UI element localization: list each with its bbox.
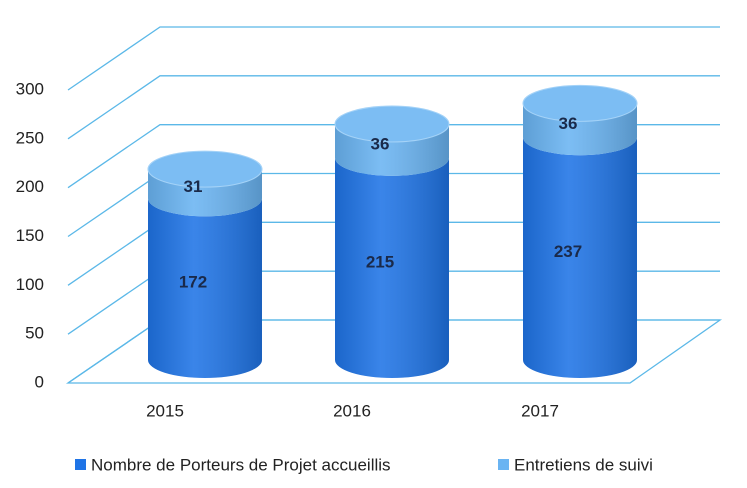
bar-cap <box>147 150 263 188</box>
bar-shade <box>523 137 637 378</box>
grid-line <box>67 26 720 91</box>
value-label: 172 <box>179 273 207 292</box>
bar-cap-shade <box>523 85 637 122</box>
y-tick-label: 100 <box>16 275 44 294</box>
legend-label: Entretiens de suivi <box>514 455 653 474</box>
x-tick-label: 2016 <box>333 401 371 420</box>
y-tick-label: 150 <box>16 226 44 245</box>
y-tick-label: 200 <box>16 177 44 196</box>
legend-label: Nombre de Porteurs de Projet accueillis <box>91 455 391 474</box>
y-tick-label: 0 <box>35 372 44 391</box>
value-label: 31 <box>184 177 203 196</box>
x-tick-label: 2015 <box>146 401 184 420</box>
y-tick-label: 50 <box>25 324 44 343</box>
value-label: 215 <box>366 252 394 271</box>
x-tick-label: 2017 <box>521 401 559 420</box>
legend-swatch <box>75 459 86 470</box>
bar-cap <box>334 105 450 143</box>
legend-swatch <box>498 459 509 470</box>
bar-shade <box>148 198 262 378</box>
value-label: 36 <box>559 114 578 133</box>
bar-cap <box>522 84 638 122</box>
bar-cap-shade <box>148 151 262 188</box>
bar-shade <box>335 124 449 176</box>
y-tick-label: 250 <box>16 128 44 147</box>
value-label: 237 <box>554 242 582 261</box>
y-tick-label: 300 <box>16 79 44 98</box>
grid-line <box>67 75 720 140</box>
bar-shade <box>148 169 262 217</box>
bar-shade <box>523 103 637 156</box>
bar-cap-shade <box>335 106 449 143</box>
bar-shade <box>335 157 449 378</box>
value-label: 36 <box>371 134 390 153</box>
